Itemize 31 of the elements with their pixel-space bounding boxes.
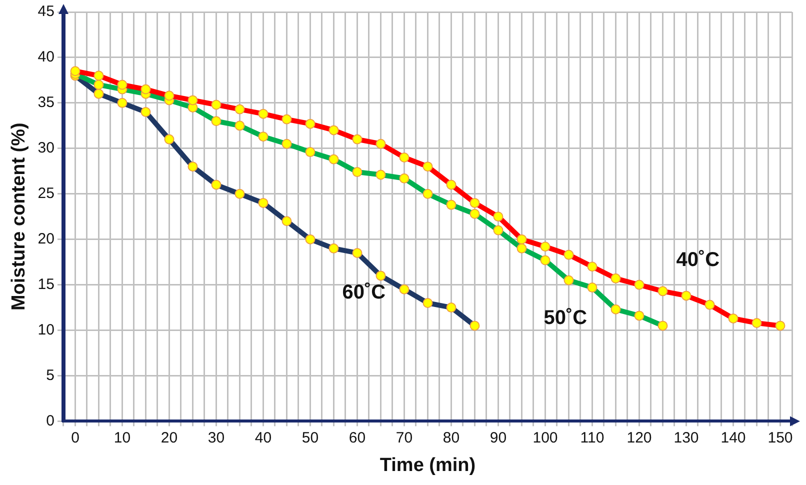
x-tick-label: 40 — [254, 429, 272, 446]
y-tick-label: 10 — [38, 321, 54, 338]
series-label: 50˚C — [544, 306, 588, 329]
series-label: 60˚C — [342, 281, 386, 304]
x-tick-label: 120 — [626, 429, 652, 446]
x-tick-label: 60 — [348, 429, 366, 446]
y-tick-label: 40 — [38, 48, 54, 66]
x-tick-label: 80 — [442, 429, 460, 446]
y-axis-title: Moisture content (%) — [8, 122, 30, 311]
y-tick-label: 15 — [38, 276, 54, 293]
x-tick-label: 90 — [490, 429, 507, 446]
x-tick-label: 70 — [396, 429, 413, 446]
y-tick-label: 0 — [46, 412, 54, 430]
x-tick-label: 10 — [114, 429, 131, 446]
x-axis-title: Time (min) — [380, 454, 476, 476]
y-tick-label: 25 — [38, 185, 54, 202]
y-tick-label: 35 — [38, 94, 54, 112]
x-tick-label: 50 — [302, 429, 319, 446]
x-tick-label: 0 — [71, 429, 80, 446]
x-tick-label: 140 — [720, 429, 746, 446]
x-tick-label: 100 — [532, 429, 558, 446]
x-tick-label: 30 — [208, 429, 225, 446]
y-tick-label: 20 — [38, 230, 54, 248]
y-tick-label: 5 — [46, 366, 54, 384]
x-tick-label: 20 — [160, 429, 178, 446]
y-tick-label: 45 — [38, 3, 54, 20]
x-tick-label: 130 — [674, 429, 699, 446]
series-label: 40˚C — [676, 249, 720, 272]
y-tick-label: 30 — [38, 140, 54, 157]
x-tick-label: 150 — [768, 429, 793, 446]
x-tick-label: 110 — [580, 429, 604, 446]
